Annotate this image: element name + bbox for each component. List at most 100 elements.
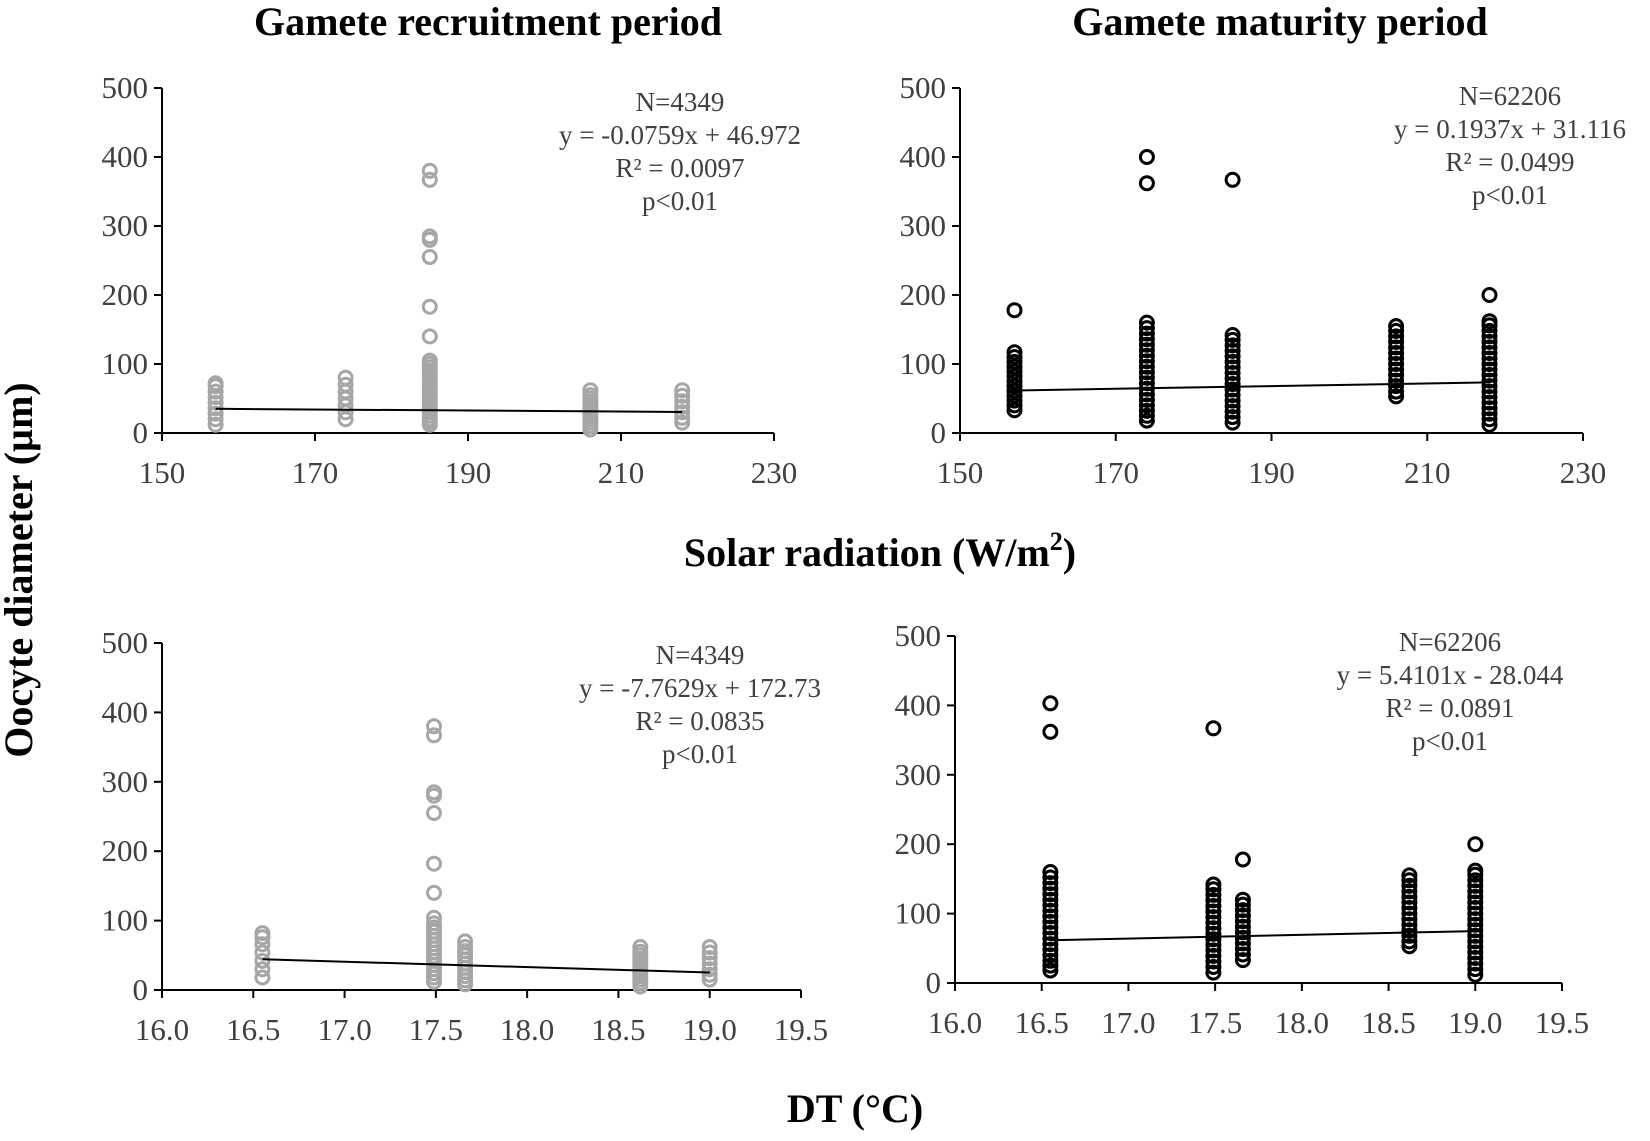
- data-point: [1388, 372, 1405, 389]
- data-point: [207, 416, 224, 433]
- trendline: [1050, 930, 1476, 942]
- data-point: [426, 727, 442, 744]
- data-point: [674, 414, 691, 431]
- x-tick-label: 16.5: [1015, 1005, 1069, 1040]
- regression-annotation-line: R² = 0.0097: [615, 153, 744, 183]
- data-point: [254, 936, 271, 953]
- regression-annotation-line: p<0.01: [642, 186, 718, 216]
- x-tick-label: 19.0: [1448, 1005, 1502, 1040]
- x-tick-label: 18.5: [591, 1012, 645, 1047]
- data-point: [1042, 723, 1059, 740]
- data-point: [1234, 946, 1251, 963]
- data-point: [1042, 936, 1059, 953]
- data-point: [1388, 383, 1405, 400]
- data-point: [1234, 902, 1251, 919]
- x-tick-label: 210: [598, 455, 645, 490]
- data-point: [582, 387, 599, 404]
- data-point: [1224, 370, 1241, 387]
- data-point: [1042, 864, 1059, 880]
- data-point: [1138, 175, 1155, 192]
- shared-y-axis-label: Oocyte diameter (µm): [0, 382, 41, 758]
- data-point: [1138, 325, 1155, 342]
- data-point: [1224, 414, 1241, 431]
- regression-annotation-line: N=62206: [1459, 81, 1561, 111]
- data-point: [421, 328, 438, 345]
- x-tick-label: 18.0: [500, 1012, 554, 1047]
- x-tick-label: 19.0: [683, 1012, 737, 1047]
- regression-annotation-line: R² = 0.0835: [635, 706, 764, 736]
- data-point: [1401, 911, 1418, 928]
- data-point: [1224, 331, 1241, 348]
- data-point: [1006, 344, 1023, 361]
- data-point: [1042, 886, 1059, 903]
- chart-recruitment-dt: 0 100 200 300 400 500 16.0 16.5 17.0 17.5 18.0 18.5…: [102, 625, 829, 1047]
- data-point: [207, 383, 224, 400]
- solar-x-axis-label-superscript: 2: [1050, 527, 1063, 556]
- data-point: [1205, 909, 1222, 926]
- data-point: [1481, 361, 1498, 378]
- data-point: [1224, 365, 1241, 381]
- x-tick-label: 16.5: [226, 1012, 280, 1047]
- data-point: [421, 228, 438, 245]
- y-tick-label: 300: [895, 757, 942, 792]
- data-point: [1205, 947, 1222, 964]
- data-point: [701, 939, 718, 955]
- data-point: [1234, 896, 1251, 913]
- data-point: [1467, 872, 1484, 889]
- y-tick-label: 100: [895, 896, 942, 931]
- data-point: [1006, 349, 1023, 366]
- y-tick-label: 100: [102, 903, 149, 938]
- data-point: [1234, 929, 1251, 946]
- data-point: [1388, 356, 1405, 372]
- data-point: [1138, 407, 1155, 424]
- data-point: [1224, 171, 1241, 188]
- y-tick-label: 200: [102, 277, 149, 312]
- data-point: [1042, 875, 1059, 892]
- data-point: [1205, 942, 1222, 959]
- y-tick-label: 0: [133, 415, 149, 450]
- data-point: [1224, 398, 1241, 415]
- x-tick-label: 18.0: [1275, 1005, 1329, 1040]
- data-point: [1138, 412, 1155, 429]
- data-point: [1481, 405, 1498, 422]
- data-point: [1138, 342, 1155, 359]
- data-point: [1481, 378, 1498, 395]
- data-point: [1388, 322, 1405, 339]
- data-point: [1042, 930, 1059, 947]
- x-tick-label: 150: [937, 455, 984, 490]
- x-tick-label: 210: [1404, 455, 1451, 490]
- data-point: [1234, 907, 1251, 924]
- data-point: [1388, 339, 1405, 356]
- data-point: [1401, 933, 1418, 950]
- data-point: [1205, 720, 1222, 737]
- y-tick-label: 100: [900, 346, 947, 381]
- data-point: [1138, 375, 1155, 392]
- data-point: [1467, 966, 1484, 983]
- y-tick-label: 400: [102, 139, 149, 174]
- data-point: [632, 939, 649, 955]
- data-point: [1042, 962, 1059, 979]
- data-point: [1138, 314, 1155, 331]
- data-point: [1138, 402, 1155, 419]
- data-point: [1224, 348, 1241, 365]
- data-point: [1388, 367, 1405, 383]
- trendline: [1014, 381, 1490, 392]
- regression-annotation-line: p<0.01: [662, 739, 738, 769]
- data-point: [1481, 313, 1498, 330]
- data-point: [1481, 339, 1498, 356]
- data-point: [1467, 894, 1484, 911]
- x-tick-label: 17.5: [409, 1012, 463, 1047]
- y-tick-label: 0: [133, 972, 149, 1007]
- data-point: [1138, 358, 1155, 375]
- data-point: [1481, 394, 1498, 411]
- data-point: [1467, 927, 1484, 944]
- data-point: [1205, 931, 1222, 948]
- y-tick-label: 500: [102, 70, 149, 105]
- regression-annotation-line: N=4349: [636, 87, 725, 117]
- data-point: [1042, 897, 1059, 914]
- data-point: [1042, 919, 1059, 936]
- panel-title: Gamete recruitment period: [254, 0, 722, 44]
- data-point: [1205, 876, 1222, 893]
- data-point: [1205, 886, 1222, 903]
- y-tick-label: 400: [895, 687, 942, 722]
